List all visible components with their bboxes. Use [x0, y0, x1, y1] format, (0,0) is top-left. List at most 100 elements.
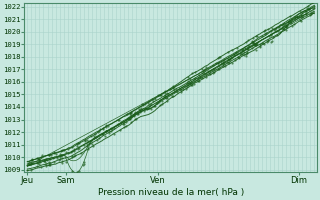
Point	[202, 71, 207, 75]
Point	[260, 41, 265, 45]
Point	[60, 153, 65, 156]
Point	[111, 133, 116, 136]
Point	[63, 151, 68, 154]
Point	[92, 133, 98, 136]
Point	[76, 147, 81, 150]
Point	[47, 163, 52, 167]
Point	[269, 32, 274, 35]
Point	[118, 121, 123, 124]
Point	[271, 28, 276, 31]
Point	[60, 149, 66, 152]
Point	[234, 52, 239, 55]
Point	[297, 10, 302, 13]
Point	[298, 14, 303, 17]
Point	[173, 87, 178, 90]
Point	[219, 60, 224, 64]
Point	[138, 108, 143, 112]
Point	[300, 11, 305, 14]
Point	[128, 111, 133, 114]
Point	[307, 7, 312, 10]
Point	[245, 47, 250, 51]
Point	[127, 111, 132, 114]
Point	[48, 157, 53, 161]
Point	[82, 139, 87, 142]
Point	[249, 46, 254, 49]
Point	[158, 93, 163, 96]
Point	[36, 158, 41, 161]
Point	[100, 133, 105, 136]
Point	[185, 75, 190, 79]
Point	[215, 61, 220, 64]
Point	[304, 10, 309, 13]
Point	[35, 161, 40, 165]
Point	[281, 27, 286, 31]
Point	[188, 78, 193, 81]
Point	[59, 154, 64, 157]
Point	[146, 104, 151, 107]
Point	[308, 12, 314, 15]
Point	[117, 128, 123, 131]
Point	[192, 70, 197, 73]
Point	[299, 20, 304, 23]
Point	[92, 135, 97, 138]
Point	[250, 40, 255, 44]
Point	[308, 10, 314, 13]
Point	[228, 55, 234, 58]
Point	[73, 153, 78, 156]
Point	[231, 52, 236, 56]
Point	[247, 45, 252, 48]
Point	[210, 72, 215, 75]
Point	[266, 40, 271, 43]
Point	[85, 147, 90, 150]
Point	[270, 39, 275, 42]
Point	[71, 171, 76, 174]
Point	[252, 42, 258, 46]
Point	[284, 24, 289, 27]
Point	[58, 153, 63, 156]
Point	[183, 87, 188, 90]
Point	[152, 97, 157, 100]
Point	[213, 61, 219, 65]
Point	[212, 67, 217, 70]
Point	[36, 161, 41, 164]
Point	[303, 13, 308, 17]
Point	[252, 41, 257, 44]
Point	[64, 160, 69, 163]
Point	[221, 61, 227, 65]
Point	[138, 111, 143, 114]
Point	[254, 35, 259, 38]
Point	[312, 4, 317, 7]
Point	[156, 93, 161, 96]
Point	[277, 24, 282, 27]
Point	[244, 47, 250, 50]
Point	[260, 34, 265, 38]
Point	[106, 124, 111, 127]
Point	[195, 77, 200, 80]
Point	[80, 163, 85, 166]
Point	[219, 63, 224, 66]
Point	[276, 25, 281, 28]
Point	[162, 91, 167, 95]
Point	[305, 6, 310, 10]
Point	[239, 50, 244, 53]
Point	[242, 46, 247, 49]
Point	[125, 117, 131, 120]
Point	[282, 28, 287, 31]
Point	[125, 112, 130, 116]
Point	[85, 140, 90, 144]
Point	[133, 118, 138, 121]
Point	[29, 162, 34, 165]
Point	[185, 80, 190, 83]
Point	[47, 162, 52, 165]
Point	[227, 57, 232, 60]
Point	[156, 100, 162, 104]
Point	[226, 50, 231, 54]
Point	[192, 76, 197, 80]
Point	[205, 70, 211, 73]
Point	[278, 30, 283, 33]
Point	[129, 110, 134, 113]
Point	[34, 164, 39, 168]
Point	[196, 80, 201, 83]
Point	[312, 6, 317, 9]
Point	[209, 68, 214, 71]
